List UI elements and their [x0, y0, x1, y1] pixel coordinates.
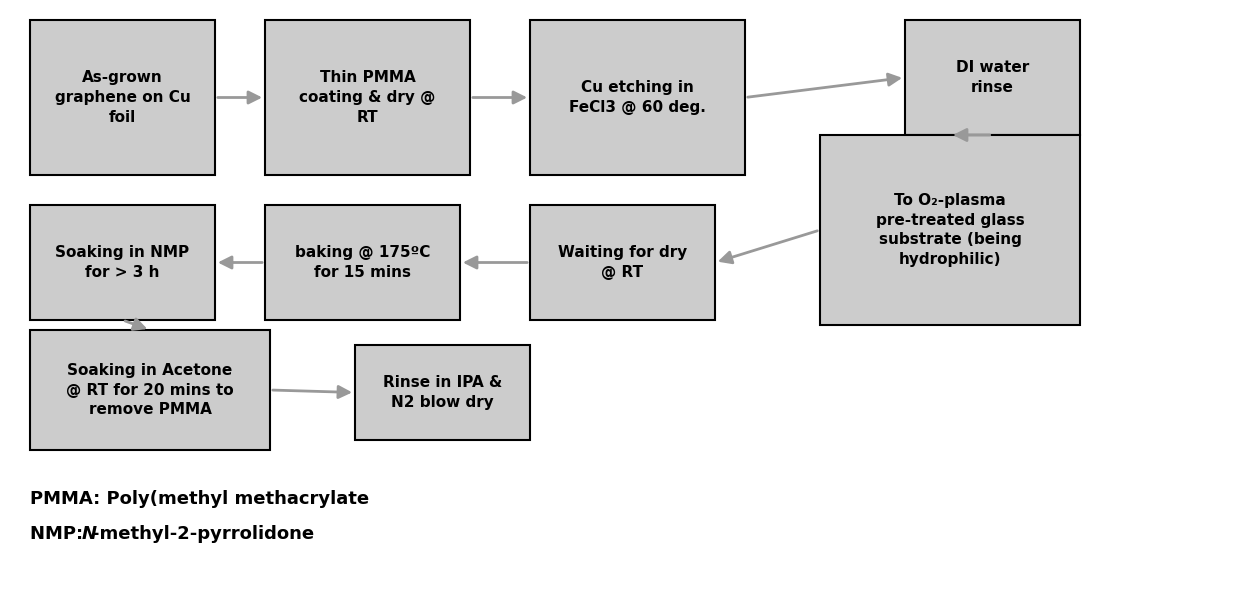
Text: N: N: [82, 525, 97, 543]
Text: -methyl-2-pyrrolidone: -methyl-2-pyrrolidone: [92, 525, 314, 543]
Bar: [529, 20, 745, 175]
Bar: [30, 20, 215, 175]
Text: NMP:: NMP:: [30, 525, 89, 543]
Text: baking @ 175ºC
for 15 mins: baking @ 175ºC for 15 mins: [295, 245, 430, 280]
Text: PMMA: Poly(methyl methacrylate: PMMA: Poly(methyl methacrylate: [30, 490, 370, 508]
Bar: [30, 330, 270, 450]
Text: To O₂-plasma
pre-treated glass
substrate (being
hydrophilic): To O₂-plasma pre-treated glass substrate…: [875, 193, 1024, 267]
Text: Thin PMMA
coating & dry @
RT: Thin PMMA coating & dry @ RT: [299, 70, 435, 125]
Text: Soaking in Acetone
@ RT for 20 mins to
remove PMMA: Soaking in Acetone @ RT for 20 mins to r…: [66, 363, 234, 418]
Bar: [30, 205, 215, 320]
Bar: [820, 135, 1080, 325]
Bar: [355, 345, 529, 440]
Text: Rinse in IPA &
N2 blow dry: Rinse in IPA & N2 blow dry: [383, 375, 502, 410]
Bar: [529, 205, 715, 320]
Bar: [905, 20, 1080, 135]
Text: DI water
rinse: DI water rinse: [956, 60, 1029, 95]
Text: As-grown
graphene on Cu
foil: As-grown graphene on Cu foil: [55, 70, 191, 125]
Text: Waiting for dry
@ RT: Waiting for dry @ RT: [558, 245, 687, 280]
Text: Soaking in NMP
for > 3 h: Soaking in NMP for > 3 h: [56, 245, 190, 280]
Text: Cu etching in
FeCl3 @ 60 deg.: Cu etching in FeCl3 @ 60 deg.: [569, 80, 706, 115]
Bar: [265, 205, 460, 320]
Bar: [265, 20, 470, 175]
